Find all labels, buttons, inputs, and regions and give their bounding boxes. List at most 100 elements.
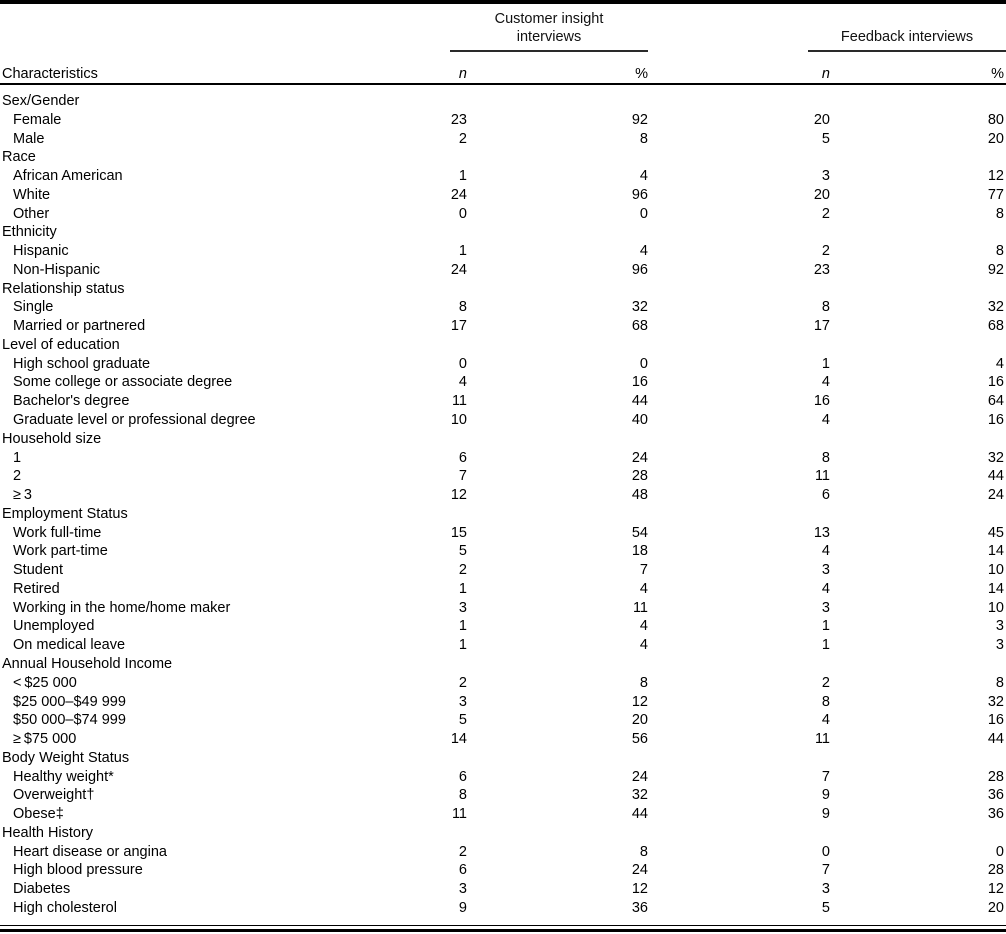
ci-pct-value: 0 — [639, 355, 648, 372]
row-label: $50 000–$74 999 — [13, 712, 126, 729]
column-headers-row: Characteristics n % n % — [0, 65, 1006, 83]
row-label: Work part-time — [13, 543, 108, 560]
ci-pct-value: 96 — [631, 261, 648, 278]
table-row: Married or partnered 17 68 17 68 — [2, 317, 1006, 336]
fb-n-value: 7 — [821, 862, 830, 879]
fb-pct-column-header: % — [991, 66, 1004, 82]
row-label: White — [13, 186, 51, 203]
row-label: Retired — [13, 580, 60, 597]
ci-pct-value: 4 — [639, 637, 648, 654]
ci-pct-value: 12 — [631, 881, 648, 898]
ci-n-value: 14 — [450, 731, 467, 748]
row-label: On medical leave — [13, 637, 126, 654]
fb-n-value: 13 — [813, 524, 830, 541]
row-label: Hispanic — [13, 243, 69, 260]
ci-n-column-header: n — [458, 66, 467, 82]
fb-pct-value: 32 — [987, 449, 1004, 466]
fb-n-value: 2 — [821, 674, 830, 691]
ci-pct-value: 32 — [631, 299, 648, 316]
fb-n-value: 20 — [813, 111, 830, 128]
table-row: Diabetes 3 12 3 12 — [2, 880, 1006, 899]
fb-pct-value: 80 — [987, 111, 1004, 128]
ci-pct-value: 4 — [639, 243, 648, 260]
fb-n-value: 11 — [814, 468, 830, 485]
row-label: Some college or associate degree — [13, 374, 233, 391]
ci-pct-value: 7 — [639, 562, 648, 579]
table-row: Obese‡ 11 44 9 36 — [2, 805, 1006, 824]
fb-pct-value: 20 — [987, 130, 1004, 147]
row-label: $25 000–$49 999 — [13, 693, 126, 710]
row-label: < $25 000 — [13, 674, 77, 691]
table-row: Retired 1 4 4 14 — [2, 580, 1006, 599]
fb-n-value: 5 — [821, 899, 830, 916]
row-label: Graduate level or professional degree — [13, 412, 256, 429]
row-label: Married or partnered — [13, 318, 146, 335]
fb-pct-value: 14 — [987, 580, 1004, 597]
row-label: ≥ $75 000 — [13, 731, 77, 748]
ci-pct-value: 92 — [631, 111, 648, 128]
row-label: High cholesterol — [13, 899, 117, 916]
ci-n-value: 4 — [458, 374, 467, 391]
section-header-row: Sex/Gender — [2, 92, 1006, 111]
table-row: High blood pressure 6 24 7 28 — [2, 861, 1006, 880]
ci-pct-value: 24 — [631, 862, 648, 879]
fb-n-value: 3 — [821, 562, 830, 579]
fb-pct-value: 10 — [987, 599, 1004, 616]
table-row: $25 000–$49 999 3 12 8 32 — [2, 693, 1006, 712]
fb-n-value: 8 — [821, 449, 830, 466]
section-header-row: Employment Status — [2, 505, 1006, 524]
fb-pct-value: 28 — [987, 862, 1004, 879]
fb-n-value: 20 — [813, 186, 830, 203]
ci-n-value: 1 — [458, 637, 467, 654]
fb-pct-value: 28 — [987, 768, 1004, 785]
fb-pct-value: 8 — [995, 674, 1004, 691]
table-row: Bachelor's degree 11 44 16 64 — [2, 392, 1006, 411]
table-row: On medical leave 1 4 1 3 — [2, 636, 1006, 655]
ci-pct-column-header: % — [635, 66, 648, 82]
ci-pct-value: 44 — [631, 393, 648, 410]
ci-n-value: 1 — [458, 243, 467, 260]
fb-n-value: 0 — [821, 843, 830, 860]
fb-n-value: 11 — [814, 731, 830, 748]
ci-pct-value: 8 — [639, 674, 648, 691]
ci-pct-value: 32 — [631, 787, 648, 804]
section-title: Race — [2, 149, 36, 166]
row-label: 2 — [13, 468, 22, 485]
table-row: Work part-time 5 18 4 14 — [2, 542, 1006, 561]
fb-pct-value: 20 — [987, 899, 1004, 916]
section-title: Employment Status — [2, 505, 128, 522]
ci-n-value: 17 — [450, 318, 467, 335]
characteristics-column-header: Characteristics — [2, 66, 98, 82]
ci-n-value: 11 — [451, 806, 467, 823]
ci-pct-value: 28 — [631, 468, 648, 485]
row-label: Student — [13, 562, 63, 579]
fb-pct-value: 8 — [995, 243, 1004, 260]
fb-n-value: 1 — [821, 637, 830, 654]
customer-insight-group-underline — [450, 50, 648, 52]
table-row: Healthy weight* 6 24 7 28 — [2, 768, 1006, 787]
table-row: High cholesterol 9 36 5 20 — [2, 899, 1006, 918]
fb-n-value: 1 — [821, 355, 830, 372]
fb-pct-value: 3 — [995, 637, 1004, 654]
row-label: Single — [13, 299, 54, 316]
fb-n-value: 2 — [821, 205, 830, 222]
table-body: Sex/Gender Female 23 92 20 80 Male 2 8 5… — [0, 85, 1006, 918]
table-row: 1 6 24 8 32 — [2, 449, 1006, 468]
group-header-customer-insight: Customer insight interviews — [450, 10, 648, 46]
fb-pct-value: 10 — [987, 562, 1004, 579]
ci-pct-value: 96 — [631, 186, 648, 203]
fb-pct-value: 68 — [987, 318, 1004, 335]
row-label: ≥ 3 — [13, 487, 32, 504]
fb-pct-value: 3 — [995, 618, 1004, 635]
fb-n-column-header: n — [821, 66, 830, 82]
fb-pct-value: 24 — [987, 487, 1004, 504]
ci-n-value: 11 — [451, 393, 467, 410]
group-header-label: Feedback interviews — [840, 29, 974, 45]
fb-pct-value: 0 — [995, 843, 1004, 860]
fb-n-value: 4 — [821, 712, 830, 729]
table-row: Work full-time 15 54 13 45 — [2, 524, 1006, 543]
fb-n-value: 8 — [821, 693, 830, 710]
row-label: Overweight† — [13, 787, 95, 804]
table-row: Single 8 32 8 32 — [2, 298, 1006, 317]
table-row: High school graduate 0 0 1 4 — [2, 355, 1006, 374]
